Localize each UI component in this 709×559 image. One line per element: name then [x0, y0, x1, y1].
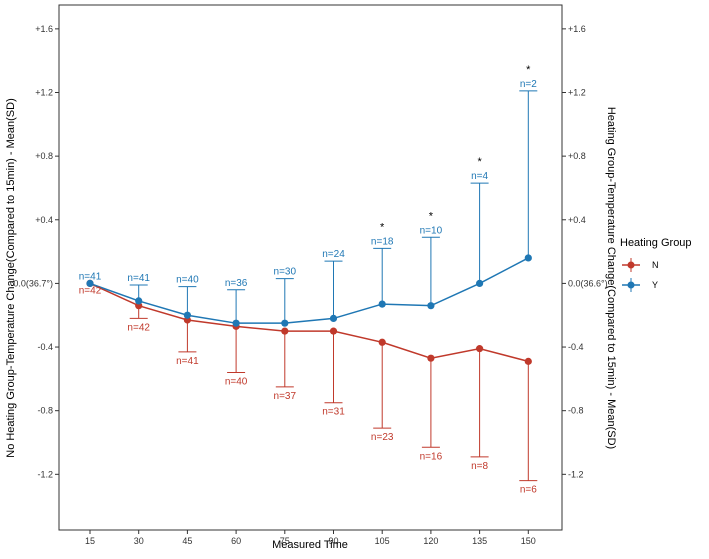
- x-tick-label: 45: [182, 536, 192, 546]
- x-axis-ticks: 15 30 45 60 75 90 105 120 135 150: [85, 530, 536, 546]
- y-left-tick-label: -1.2: [37, 469, 53, 479]
- y-right-tick-label: -1.2: [568, 469, 584, 479]
- y-right-tick-label: 0.0(36.6°): [568, 278, 608, 288]
- data-point-y: [329, 314, 338, 323]
- y-right-tick-label: +1.2: [568, 88, 586, 98]
- plot-panel: [58, 4, 563, 531]
- n-label-y: n=24: [322, 249, 345, 260]
- y-right-tick-label: -0.4: [568, 342, 584, 352]
- y-axis-left-title: No Heating Group-Temperature Change(Comp…: [5, 98, 17, 458]
- x-axis-title: Measured Time: [272, 539, 348, 551]
- legend-label-n: N: [652, 260, 659, 270]
- data-point-y: [524, 254, 532, 262]
- data-point-n: [476, 345, 484, 353]
- x-tick-label: 90: [328, 536, 338, 546]
- x-tick-label: 75: [280, 536, 290, 546]
- y-axis-right-title: Heating Group-Temperature Change(Compare…: [605, 107, 617, 449]
- significance-markers: * * * *: [380, 64, 531, 234]
- x-tick-label: 15: [85, 536, 95, 546]
- y-left-tick-label: +0.8: [35, 151, 53, 161]
- n-label-y: n=41: [79, 271, 102, 282]
- n-label-y: n=36: [225, 278, 248, 289]
- significance-star: *: [477, 156, 482, 168]
- y-axis-right-ticks: +1.6 +1.2 +0.8 +0.4 0.0(36.6°) -0.4 -0.8 -1.2: [562, 24, 608, 479]
- legend: Heating Group N Y: [620, 237, 692, 292]
- n-label-y: n=40: [176, 275, 199, 286]
- y-left-tick-label: -0.4: [37, 342, 53, 352]
- n-label-n: n=42: [79, 285, 102, 296]
- legend-title: Heating Group: [620, 237, 692, 249]
- n-label-n: n=6: [520, 485, 537, 496]
- n-label-n: n=16: [420, 451, 443, 462]
- n-label-y: n=30: [274, 267, 297, 278]
- y-right-tick-label: +0.4: [568, 215, 586, 225]
- significance-star: *: [429, 210, 434, 222]
- data-point-y: [378, 300, 386, 308]
- legend-label-y: Y: [652, 280, 658, 290]
- data-point-n: [378, 338, 386, 346]
- n-label-n: n=42: [127, 322, 150, 333]
- legend-item-y[interactable]: Y: [622, 278, 658, 292]
- n-label-y: n=10: [420, 225, 443, 236]
- y-left-tick-label: +1.6: [35, 24, 53, 34]
- data-point-y: [427, 302, 435, 310]
- y-axis-left-ticks: +1.6 +1.2 +0.8 +0.4 0.0(36.7°) -0.4 -0.8 -1.2: [13, 24, 59, 479]
- y-left-tick-label: +0.4: [35, 215, 53, 225]
- x-tick-label: 60: [231, 536, 241, 546]
- n-label-y: n=2: [520, 79, 537, 90]
- n-label-n: n=8: [471, 461, 488, 472]
- n-label-y: n=41: [127, 273, 150, 284]
- legend-item-n[interactable]: N: [622, 258, 659, 272]
- x-tick-label: 120: [423, 536, 438, 546]
- n-label-n: n=41: [176, 356, 199, 367]
- data-point-y: [135, 297, 143, 305]
- n-label-y: n=4: [471, 171, 488, 182]
- x-tick-label: 105: [375, 536, 390, 546]
- data-point-y: [281, 319, 289, 327]
- n-label-n: n=23: [371, 432, 394, 443]
- n-label-n: n=40: [225, 377, 248, 388]
- data-points: [86, 254, 532, 365]
- n-label-y: n=18: [371, 236, 394, 247]
- y-left-tick-label: -0.8: [37, 406, 53, 416]
- series-lines: [89, 257, 529, 363]
- series-line-y: [89, 257, 529, 324]
- y-right-tick-label: +0.8: [568, 151, 586, 161]
- data-point-n: [427, 354, 435, 362]
- y-right-tick-label: +1.6: [568, 24, 586, 34]
- data-point-y: [476, 279, 484, 288]
- data-point-n: [524, 357, 532, 365]
- significance-star: *: [526, 64, 531, 76]
- data-point-y: [86, 279, 94, 288]
- n-label-n: n=31: [322, 407, 345, 418]
- y-left-tick-label: +1.2: [35, 88, 53, 98]
- error-bars: [129, 90, 538, 482]
- legend-key-n-point: [627, 261, 635, 269]
- series-line-n: [89, 282, 529, 363]
- legend-key-y-point: [627, 281, 635, 289]
- n-label-n: n=37: [274, 391, 297, 402]
- x-tick-label: 30: [134, 536, 144, 546]
- data-point-n: [329, 327, 338, 335]
- y-right-tick-label: -0.8: [568, 406, 584, 416]
- data-point-n: [281, 327, 289, 335]
- y-left-tick-label: 0.0(36.7°): [13, 278, 53, 288]
- x-tick-label: 150: [521, 536, 536, 546]
- data-point-y: [183, 311, 191, 319]
- data-point-y: [232, 319, 240, 327]
- significance-star: *: [380, 221, 385, 233]
- x-tick-label: 135: [472, 536, 487, 546]
- sample-size-labels: n=42 n=42 n=41 n=40 n=37 n=31 n=23 n=16 n=8 n=6 n=…: [79, 79, 537, 496]
